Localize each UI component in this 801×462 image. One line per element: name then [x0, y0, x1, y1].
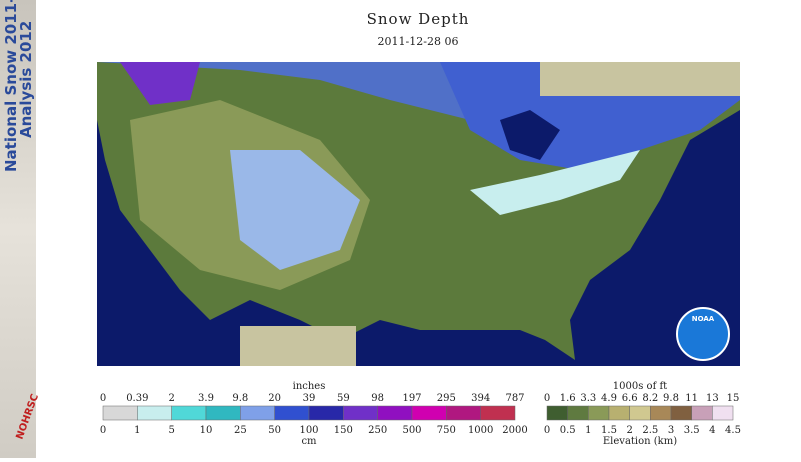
sidebar-title: Analysis 2012 — [17, 21, 35, 138]
legend-label: 3 — [668, 425, 674, 436]
legend-swatch — [137, 405, 172, 421]
snow-deep — [120, 62, 200, 105]
legend-label: 0 — [100, 425, 106, 436]
legend-label: 4.5 — [725, 425, 741, 436]
date: 2011-12-28 06 — [378, 35, 459, 48]
legend-label: 197 — [402, 393, 421, 404]
legend-swatch — [567, 405, 589, 421]
legend-swatch — [205, 405, 241, 421]
legend-swatch — [480, 405, 516, 421]
legend-label: 9.8 — [663, 393, 679, 404]
legend-label: 250 — [368, 425, 387, 436]
legend-label: 0 — [544, 393, 550, 404]
legend-label: 3.3 — [580, 393, 596, 404]
no-data — [240, 326, 356, 366]
legend-title: inches — [293, 381, 326, 392]
legend-label: 1.6 — [560, 393, 576, 404]
legend-label: 787 — [505, 393, 524, 404]
legend-label: 750 — [437, 425, 456, 436]
legend-label: 2 — [168, 393, 174, 404]
legend-swatch — [240, 405, 275, 421]
legend-label: 4.9 — [601, 393, 617, 404]
snow-lakes — [470, 150, 640, 215]
legend-label: 25 — [234, 425, 247, 436]
noaa-logo — [676, 307, 730, 361]
legend-label: 0.39 — [126, 393, 148, 404]
legend-label: 1 — [585, 425, 591, 436]
legend-label: 39 — [303, 393, 316, 404]
legend-swatch — [588, 405, 610, 421]
legend-label: 1.5 — [601, 425, 617, 436]
legend-label: 59 — [337, 393, 350, 404]
legend-label: 0 — [100, 393, 106, 404]
noaa-logo-text: NOAA — [692, 315, 715, 323]
legend-label: 2 — [626, 425, 632, 436]
legend-swatch — [377, 405, 413, 421]
snow-north — [97, 62, 540, 120]
legend-swatch — [411, 405, 447, 421]
legend-label: 11 — [685, 393, 698, 404]
legend-label: 4 — [709, 425, 715, 436]
legend-label: 2.5 — [642, 425, 658, 436]
legend-label: 5 — [168, 425, 174, 436]
legend-label: 295 — [437, 393, 456, 404]
legend-label: 0.5 — [560, 425, 576, 436]
legend-label: 2000 — [502, 425, 527, 436]
legend-swatch — [102, 405, 138, 421]
title: Snow Depth — [367, 10, 470, 28]
legend-label: 1000 — [468, 425, 493, 436]
legend-label: 10 — [200, 425, 213, 436]
legend-label: 3.5 — [684, 425, 700, 436]
legend-swatch — [712, 405, 734, 421]
legend-label: 500 — [402, 425, 421, 436]
legend-swatch — [670, 405, 692, 421]
legend-swatch — [650, 405, 672, 421]
legend-swatch — [691, 405, 713, 421]
legend-label: 50 — [268, 425, 281, 436]
legend-label: 98 — [371, 393, 384, 404]
legend-swatch — [274, 405, 310, 421]
legend-label: 13 — [706, 393, 719, 404]
legend-swatch — [608, 405, 630, 421]
legend-label: 6.6 — [622, 393, 638, 404]
legend-label: 1 — [134, 425, 140, 436]
legend-title: cm — [301, 436, 317, 447]
map: NOAA — [97, 62, 740, 366]
legend-label: 20 — [268, 393, 281, 404]
legend-label: 3.9 — [198, 393, 214, 404]
legend-label: 150 — [334, 425, 353, 436]
legend-label: 100 — [299, 425, 318, 436]
sidebar-title: National Snow 2011- — [2, 0, 20, 172]
legend-swatch — [446, 405, 481, 421]
sidebar — [0, 0, 36, 458]
legend-label: 9.8 — [232, 393, 248, 404]
legend-swatch — [343, 405, 378, 421]
legend-swatch — [308, 405, 344, 421]
great-lakes — [500, 110, 560, 160]
legend-label: 8.2 — [642, 393, 658, 404]
legend-title: 1000s of ft — [613, 381, 667, 392]
legend-label: 394 — [471, 393, 490, 404]
legend-swatch — [629, 405, 651, 421]
legend-swatch — [546, 405, 568, 421]
legend-label: 15 — [727, 393, 740, 404]
legend-swatch — [171, 405, 207, 421]
legend-title: Elevation (km) — [603, 436, 677, 447]
no-data — [540, 62, 740, 96]
legend-label: 0 — [544, 425, 550, 436]
snow-rockies — [230, 150, 360, 270]
